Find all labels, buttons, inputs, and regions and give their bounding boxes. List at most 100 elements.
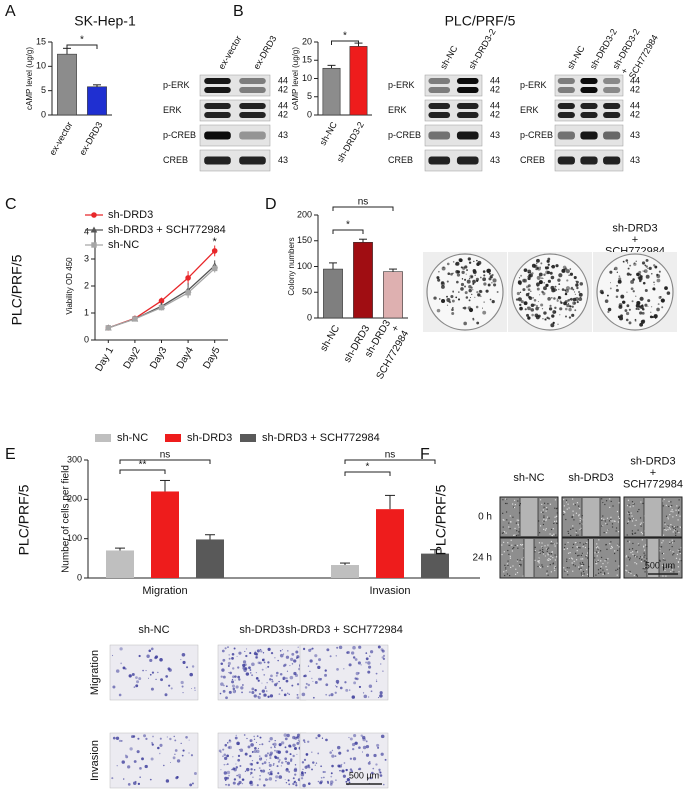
cell <box>224 756 228 761</box>
cell <box>643 549 646 551</box>
colony <box>483 301 485 303</box>
cell <box>555 534 557 536</box>
cell <box>305 753 308 756</box>
y-tick-label: 150 <box>297 235 312 245</box>
cell <box>150 647 154 651</box>
cell <box>630 512 632 514</box>
cell <box>256 784 259 787</box>
cell <box>278 775 283 779</box>
cell <box>554 520 556 523</box>
cell <box>521 558 523 560</box>
cell <box>637 529 639 531</box>
cell <box>348 689 351 691</box>
colony <box>558 283 561 285</box>
cell <box>270 752 272 755</box>
cell <box>671 567 673 569</box>
cell <box>554 507 556 509</box>
cell <box>556 515 558 517</box>
cell <box>261 682 263 684</box>
cell <box>256 649 260 653</box>
cell <box>677 561 680 563</box>
cell <box>159 658 163 662</box>
cell <box>265 685 267 688</box>
colony <box>618 275 621 277</box>
cell <box>293 768 298 773</box>
cell <box>551 534 553 537</box>
cell <box>320 765 323 768</box>
annotation: * <box>366 462 370 473</box>
cell <box>350 651 355 655</box>
cell <box>516 560 519 562</box>
cell <box>671 509 673 511</box>
cell <box>628 514 631 516</box>
cell <box>343 762 346 764</box>
colony <box>656 278 661 283</box>
cell <box>334 691 337 694</box>
cell <box>677 507 679 509</box>
y-tick-label: 0 <box>307 109 312 119</box>
cell <box>278 743 282 747</box>
colony <box>656 273 659 276</box>
cell <box>575 530 578 532</box>
colony <box>569 272 574 276</box>
cell <box>321 737 324 739</box>
cell <box>322 771 325 773</box>
colony <box>452 290 454 293</box>
cell <box>564 570 566 572</box>
cell <box>514 534 516 536</box>
blot-band <box>456 78 479 84</box>
legend-label: sh-DRD3 + SCH772984 <box>262 432 380 444</box>
colony <box>559 300 562 303</box>
cell <box>543 516 545 519</box>
colony <box>556 299 559 302</box>
colony <box>535 268 538 271</box>
cell <box>542 566 544 568</box>
cell <box>545 528 547 530</box>
cell <box>597 569 600 571</box>
cell <box>550 555 552 557</box>
cell <box>675 557 678 559</box>
colony <box>539 294 541 296</box>
colony <box>530 303 535 308</box>
cell <box>249 652 252 655</box>
colony <box>662 300 665 303</box>
kda-label: 44 <box>490 100 500 110</box>
colony <box>543 282 545 284</box>
cell <box>626 570 628 572</box>
kda-label: 43 <box>490 130 500 140</box>
cell <box>515 568 517 570</box>
colony <box>627 267 630 270</box>
colony <box>569 268 572 270</box>
cell <box>644 544 647 546</box>
cell <box>112 736 116 740</box>
cell <box>671 569 674 571</box>
cell <box>382 657 386 660</box>
image-label: sh-DRD3 + SCH772984 <box>605 222 665 257</box>
cell <box>631 515 633 517</box>
colony <box>462 266 466 270</box>
cell <box>228 739 231 742</box>
colony <box>638 270 642 274</box>
colony <box>483 274 486 277</box>
cell <box>662 500 664 502</box>
cell <box>563 505 565 507</box>
cell <box>582 546 584 548</box>
cell <box>243 668 247 672</box>
colony <box>632 278 635 281</box>
cell <box>598 547 600 549</box>
cell <box>330 693 334 697</box>
bracket <box>119 469 166 474</box>
blot-band <box>456 156 479 165</box>
colony <box>628 321 632 325</box>
marker <box>90 226 98 233</box>
cell <box>502 499 504 501</box>
cell <box>675 514 678 516</box>
cell <box>249 669 252 671</box>
cell <box>555 566 557 568</box>
cell <box>534 551 536 553</box>
cell <box>597 548 599 550</box>
cell <box>607 529 609 531</box>
cell <box>664 523 666 525</box>
colony <box>446 295 448 298</box>
